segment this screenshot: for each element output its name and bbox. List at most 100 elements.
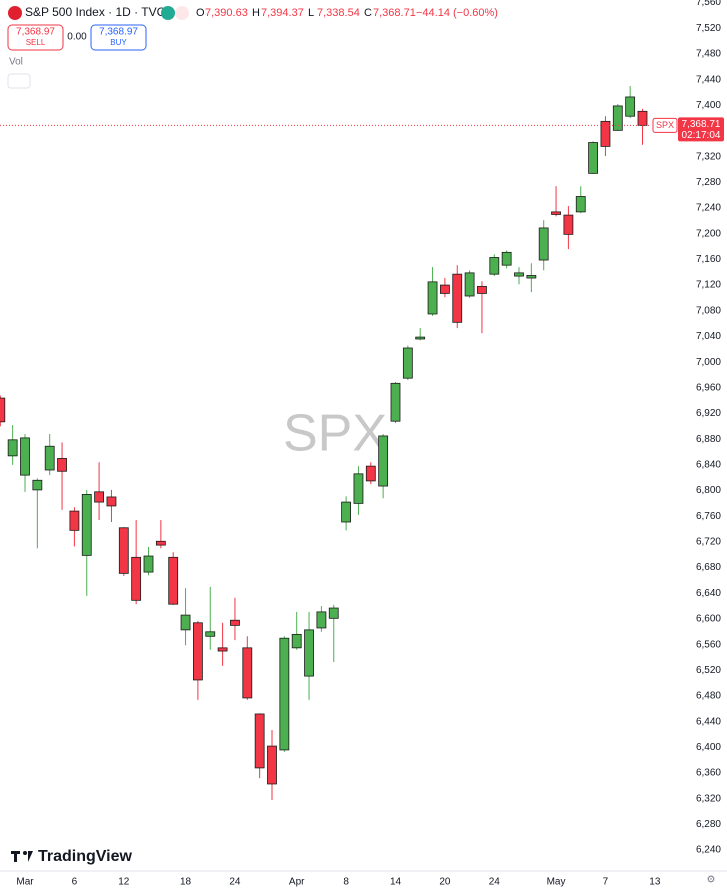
y-tick-label: 6,400 [696,742,721,753]
y-tick-label: 7,240 [696,203,721,214]
y-tick-label: 6,560 [696,639,721,650]
x-tick-label: 24 [229,877,241,888]
y-tick-label: 6,960 [696,382,721,393]
candle-body [563,214,574,235]
buy-label[interactable]: BUY [110,38,127,47]
candle-body [304,629,314,677]
y-tick-label: 6,600 [696,614,721,625]
x-tick-label: 18 [180,877,192,888]
candle-body [0,397,6,423]
x-tick-label: 7 [603,877,609,888]
plot [0,86,650,801]
y-tick-label: 6,920 [696,408,721,419]
candle-body [501,251,512,266]
x-tick-label: Apr [289,877,305,888]
candle-body [267,745,277,785]
candle-body [415,336,426,340]
sell-button[interactable] [7,24,64,51]
buy-button[interactable] [90,24,147,51]
candle-body [180,614,191,631]
y-tick-label: 6,360 [696,768,721,779]
sell-price[interactable]: 7,368.97 [16,27,55,38]
y-tick-label: 7,520 [696,23,721,34]
badge-price: 7,368.71 [682,119,721,130]
y-tick-label: 7,480 [696,49,721,60]
candle-body [44,445,55,471]
symbol-icon [8,6,22,20]
candle-body [254,713,265,769]
candle-body [168,556,179,605]
candle-body [477,285,487,294]
candle-body [625,96,636,117]
candle-body [106,496,117,507]
x-tick-label: 13 [649,877,661,888]
candle-body [328,607,339,619]
symbol-title: S&P 500 Index · 1D · TVC [25,5,166,19]
y-tick-label: 6,320 [696,793,721,804]
logo: TradingView [38,848,133,865]
y-tick-label: 6,280 [696,819,721,830]
y-tick-label: 6,240 [696,845,721,856]
candle-body [205,631,216,637]
candle-body [538,227,549,261]
candle-body [242,647,253,699]
candle-body [637,110,648,126]
y-tick-label: 7,200 [696,228,721,239]
candle-body [551,211,561,215]
candle-body [514,272,524,277]
x-tick-label: 20 [439,877,451,888]
logo-icon [23,851,27,855]
candle-body [402,347,413,379]
y-tick-label: 7,320 [696,151,721,162]
y-tick-label: 7,120 [696,280,721,291]
y-tick-label: 7,080 [696,305,721,316]
ohlc-value: 7,338.54 [317,7,360,19]
vol-label: Vol [9,57,23,68]
candle-body [464,272,475,297]
y-tick-label: 6,680 [696,562,721,573]
y-tick-label: 7,160 [696,254,721,265]
candle-body [291,633,302,649]
collapse-button[interactable] [7,73,31,89]
candle-body [69,510,80,531]
candle-body [32,479,43,491]
y-tick-label: 7,040 [696,331,721,342]
candle-body [279,637,290,751]
y-tick-label: 6,880 [696,434,721,445]
price-badge [678,117,724,142]
candle-body [353,473,364,504]
status-icon [175,6,189,20]
candle-body [316,611,327,629]
badge-symbol-bg [652,117,678,133]
buy-price[interactable]: 7,368.97 [99,27,138,38]
candle-body [192,622,203,681]
y-tick-label: 6,840 [696,459,721,470]
candle-body [390,382,401,422]
candle-body [131,556,142,601]
x-tick-label: 8 [343,877,349,888]
sell-label[interactable]: SELL [26,38,46,47]
ohlc-key: L [308,7,314,19]
y-tick-label: 6,720 [696,537,721,548]
candle-body [526,275,537,279]
candle-body [575,196,586,213]
candle-body [143,555,154,573]
candle-body [365,465,376,482]
y-tick-label: 6,440 [696,716,721,727]
x-tick-label: May [547,877,566,888]
y-tick-label: 7,440 [696,74,721,85]
candle-body [489,257,500,275]
y-tick-label: 6,640 [696,588,721,599]
logo-icon [14,851,17,862]
x-tick-label: Mar [16,877,34,888]
candle-body [57,458,67,472]
y-tick-label: 6,520 [696,665,721,676]
badge-countdown: 02:17:04 [682,130,721,141]
settings-icon[interactable]: ⚙ [707,875,716,886]
candle-body [230,619,240,626]
y-tick-label: 7,000 [696,357,721,368]
candle-body [341,501,352,523]
logo-icon [28,851,33,862]
y-tick-label: 6,760 [696,511,721,522]
